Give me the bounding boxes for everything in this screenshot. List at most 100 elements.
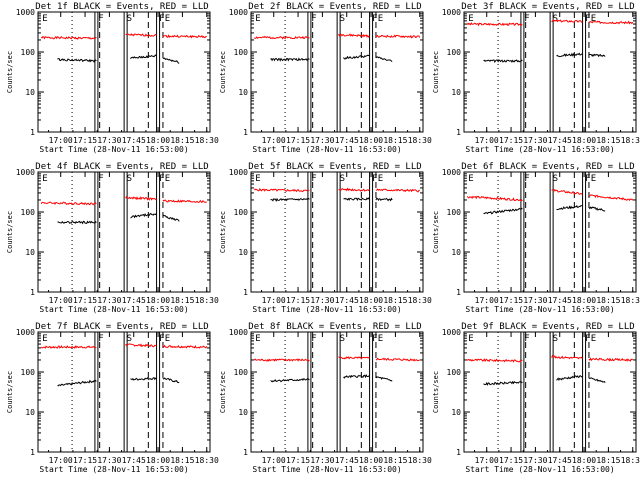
event-marker: S [553, 334, 558, 344]
series-events-line [162, 377, 180, 384]
event-marker: E [42, 334, 47, 344]
x-tick-label: 17:15 [73, 136, 97, 145]
panel-5: Det 5f BLACK = Events, RED = LLD 1 10 100 10… [219, 162, 432, 314]
y-axis-label: Counts/sec [432, 211, 440, 253]
series-lld-line [125, 343, 157, 348]
x-tick-label: 17:45 [122, 136, 146, 145]
y-tick-label: 100 [234, 368, 249, 377]
series-lld-line [466, 22, 523, 27]
x-tick-label: 17:00 [262, 136, 286, 145]
event-marker: S [340, 334, 345, 344]
event-marker: E [255, 14, 260, 24]
y-axis-label: Counts/sec [6, 371, 14, 413]
series-lld-line [375, 357, 420, 362]
y-tick-label: 100 [447, 48, 462, 57]
x-axis-label: Start Time (28-Nov-11 16:53:00) [252, 145, 401, 154]
y-tick-label: 1000 [442, 328, 461, 337]
event-marker: E [591, 174, 596, 184]
x-tick-label: 17:30 [523, 296, 547, 305]
series-lld-line [551, 19, 583, 23]
x-tick-label: 18:00 [572, 136, 596, 145]
x-tick-label: 18:00 [572, 456, 596, 465]
event-marker: E [591, 334, 596, 344]
x-axis-label: Start Time (28-Nov-11 16:53:00) [465, 465, 614, 474]
x-tick-label: 17:00 [475, 456, 499, 465]
x-tick-label: 17:45 [335, 136, 359, 145]
y-axis-label: Counts/sec [219, 51, 227, 93]
panel-title: Det 5f BLACK = Events, RED = LLD [248, 162, 421, 172]
event-marker: F [585, 174, 590, 184]
event-marker: F [159, 174, 164, 184]
series-events-line [130, 212, 157, 219]
x-tick-label: 18:15 [383, 296, 407, 305]
x-tick-label: 17:30 [310, 136, 334, 145]
y-tick-label: 100 [21, 48, 36, 57]
series-lld-line [40, 35, 97, 40]
y-tick-label: 10 [238, 248, 248, 257]
x-axis-label: Start Time (28-Nov-11 16:53:00) [39, 465, 188, 474]
x-tick-label: 18:15 [170, 136, 194, 145]
series-lld-line [125, 196, 157, 201]
series-events-line [270, 197, 310, 202]
series-events-line [588, 206, 606, 212]
x-tick-label: 18:15 [170, 296, 194, 305]
event-marker: S [340, 174, 345, 184]
x-tick-label: 18:00 [359, 456, 383, 465]
y-tick-label: 1 [243, 288, 248, 297]
event-marker: F [311, 334, 316, 344]
series-events-line [57, 379, 97, 387]
x-tick-label: 17:00 [475, 136, 499, 145]
panel-3: Det 3f BLACK = Events, RED = LLD 1 10 100 10… [432, 2, 640, 154]
y-tick-label: 1 [243, 128, 248, 137]
x-axis-label: Start Time (28-Nov-11 16:53:00) [39, 305, 188, 314]
series-lld-line [551, 354, 583, 360]
series-lld-line [125, 33, 157, 37]
y-tick-label: 100 [234, 48, 249, 57]
y-tick-label: 1 [456, 128, 461, 137]
series-lld-line [375, 188, 421, 193]
y-axis-label: Counts/sec [219, 371, 227, 413]
x-tick-label: 17:00 [49, 296, 73, 305]
event-marker: S [553, 174, 558, 184]
x-tick-label: 17:30 [310, 456, 334, 465]
y-axis-label: Counts/sec [432, 51, 440, 93]
series-events-line [556, 52, 583, 58]
series-events-line [162, 57, 180, 64]
x-tick-label: 17:15 [499, 456, 523, 465]
series-events-line [130, 376, 157, 381]
series-lld-line [162, 34, 207, 39]
series-events-line [556, 205, 583, 211]
x-tick-label: 18:00 [146, 136, 170, 145]
event-marker: E [378, 174, 383, 184]
series-events-line [588, 53, 606, 58]
event-marker: E [165, 174, 170, 184]
x-tick-label: 17:15 [499, 296, 523, 305]
y-tick-label: 1000 [16, 168, 35, 177]
x-tick-label: 17:45 [548, 136, 572, 145]
x-tick-label: 18:00 [146, 456, 170, 465]
x-tick-label: 17:00 [49, 456, 73, 465]
series-lld-line [162, 199, 207, 204]
x-tick-label: 18:15 [383, 136, 407, 145]
x-tick-label: 17:30 [97, 456, 121, 465]
series-lld-line [253, 358, 310, 362]
panel-2: Det 2f BLACK = Events, RED = LLD 1 10 100 10… [219, 2, 432, 154]
series-lld-line [551, 188, 583, 195]
event-marker: E [255, 174, 260, 184]
x-tick-label: 17:45 [122, 456, 146, 465]
series-lld-line [588, 20, 634, 25]
x-tick-label: 18:30 [195, 456, 219, 465]
event-marker: S [553, 14, 558, 24]
y-tick-label: 10 [238, 408, 248, 417]
event-marker: S [127, 334, 132, 344]
y-tick-label: 10 [451, 408, 461, 417]
event-marker: F [98, 174, 103, 184]
event-marker: F [524, 174, 529, 184]
series-events-line [270, 57, 310, 62]
series-lld-line [466, 195, 523, 202]
x-tick-label: 17:15 [286, 456, 310, 465]
event-marker: E [591, 14, 596, 24]
event-marker: E [255, 334, 260, 344]
x-axis-label: Start Time (28-Nov-11 16:53:00) [39, 145, 188, 154]
x-tick-label: 18:15 [596, 456, 620, 465]
